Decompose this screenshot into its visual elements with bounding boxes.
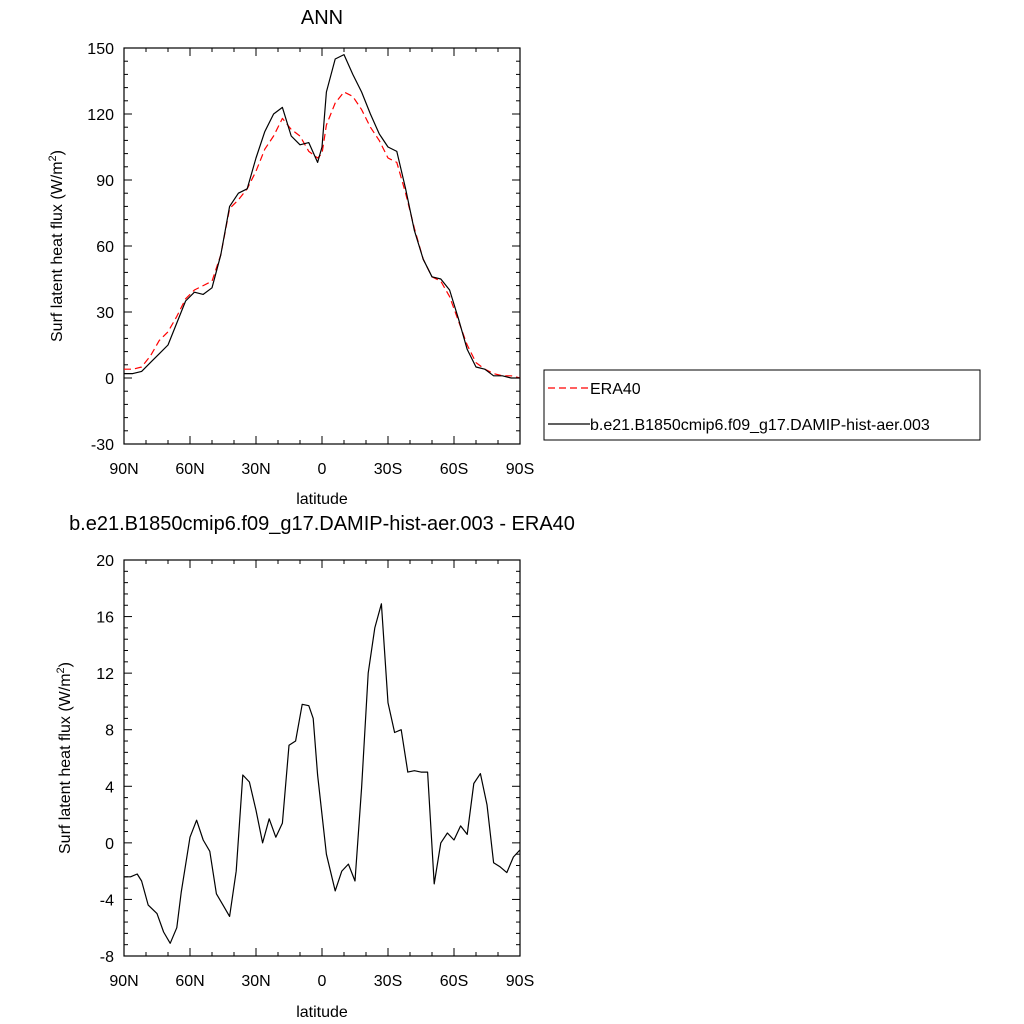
top-x-tick-label: 60S [440, 461, 468, 478]
top-series-line-0 [124, 91, 521, 379]
bottom-y-tick-label: 12 [96, 666, 114, 683]
top-y-tick-label: 120 [87, 107, 114, 124]
top-x-tick-label: 90N [109, 461, 138, 478]
top-title: ANN [301, 7, 343, 29]
bottom-x-tick-label: 60S [440, 973, 468, 990]
top-x-axis-label: latitude [296, 491, 348, 508]
panel-top: ANN 90N 60N 30N 0 30S 60S 90S-300306090120150 … [47, 7, 981, 508]
bottom-title: b.e21.B1850cmip6.f09_g17.DAMIP-hist-aer.… [69, 513, 575, 535]
top-x-tick-label: 0 [318, 461, 327, 478]
bottom-x-tick-label: 30N [241, 973, 270, 990]
top-y-tick-label: 0 [105, 371, 114, 388]
top-y-axis-label: Surf latent heat flux (W/m2) [47, 150, 66, 342]
bottom-series-line-0 [124, 603, 521, 944]
bottom-y-tick-label: -8 [100, 949, 114, 966]
bottom-y-axis-label: Surf latent heat flux (W/m2) [55, 662, 74, 854]
bottom-x-axis-label: latitude [296, 1004, 348, 1021]
bottom-y-tick-label: 0 [105, 836, 114, 853]
bottom-y-tick-label: 8 [105, 723, 114, 740]
legend-label-era40: ERA40 [590, 381, 641, 398]
top-y-tick-label: -30 [91, 437, 114, 454]
bottom-y-tick-label: 4 [105, 779, 114, 796]
top-plot-frame [123, 47, 521, 445]
bottom-plot-frame [123, 559, 521, 957]
top-x-tick-label: 30S [374, 461, 402, 478]
top-x-tick-label: 60N [175, 461, 204, 478]
bottom-x-tick-label: 0 [318, 973, 327, 990]
top-x-tick-label: 90S [506, 461, 534, 478]
top-x-tick-label: 30N [241, 461, 270, 478]
bottom-y-tick-label: 20 [96, 553, 114, 570]
bottom-x-tick-label: 90S [506, 973, 534, 990]
legend: ERA40 b.e21.B1850cmip6.f09_g17.DAMIP-his… [543, 369, 981, 441]
bottom-x-tick-label: 60N [175, 973, 204, 990]
bottom-x-tick-label: 30S [374, 973, 402, 990]
legend-box [543, 369, 981, 441]
bottom-y-tick-label: -4 [100, 892, 114, 909]
top-y-tick-label: 30 [96, 305, 114, 322]
top-y-tick-label: 90 [96, 173, 114, 190]
legend-label-model: b.e21.B1850cmip6.f09_g17.DAMIP-hist-aer.… [590, 417, 930, 434]
top-y-tick-label: 60 [96, 239, 114, 256]
panel-bottom: b.e21.B1850cmip6.f09_g17.DAMIP-hist-aer.… [55, 513, 575, 1021]
bottom-x-tick-label: 90N [109, 973, 138, 990]
bottom-y-tick-label: 16 [96, 610, 114, 627]
top-y-tick-label: 150 [87, 41, 114, 58]
top-series-line-1 [124, 53, 520, 379]
